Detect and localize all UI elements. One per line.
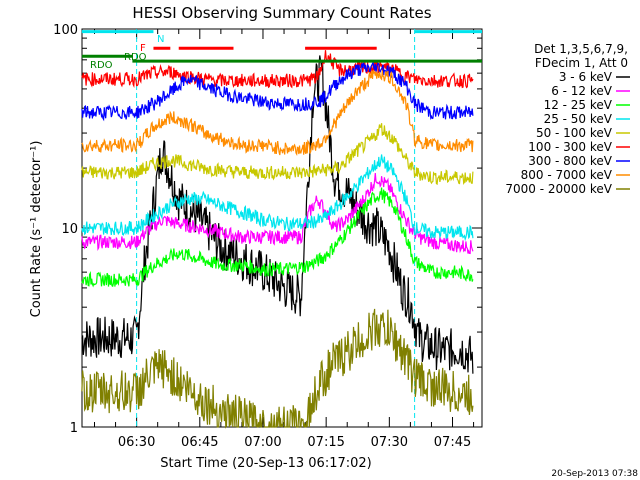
x-tick-label: 07:30 [371, 435, 408, 450]
footer-timestamp: 20-Sep-2013 07:38 [551, 469, 638, 479]
series-line [81, 50, 474, 89]
x-tick-label: 06:30 [118, 435, 155, 450]
series-line [81, 55, 474, 374]
series-line [81, 187, 474, 288]
flag-label: F [140, 43, 146, 54]
x-tick-label: 07:45 [434, 435, 471, 450]
series-line [81, 172, 474, 255]
flag-label: N [157, 34, 164, 45]
legend-label: 25 - 50 keV [544, 112, 613, 126]
flag-label: RDO [90, 60, 113, 71]
legend-label: 6 - 12 keV [551, 84, 613, 98]
legend-header-line-2: FDecim 1, Att 0 [535, 56, 628, 70]
x-tick-label: 06:45 [181, 435, 218, 450]
legend-label: 12 - 25 keV [544, 98, 613, 112]
legend-label: 100 - 300 keV [528, 140, 612, 154]
series-line [81, 308, 474, 429]
legend-label: 3 - 6 keV [559, 70, 613, 84]
series-line [81, 69, 474, 156]
legend-label: 800 - 7000 keV [521, 168, 613, 182]
legend-label: 300 - 800 keV [528, 154, 612, 168]
y-axis-label: Count Rate (s⁻¹ detector⁻¹) [29, 141, 44, 318]
series-line [81, 154, 474, 242]
legend-header-line-1: Det 1,3,5,6,7,9, [534, 42, 628, 56]
legend-label: 50 - 100 keV [536, 126, 613, 140]
y-tick-label: 100 [53, 23, 78, 38]
series-line [81, 60, 474, 122]
y-tick-label: 1 [70, 421, 78, 436]
chart-title: HESSI Observing Summary Count Rates [132, 4, 431, 22]
x-tick-label: 07:15 [307, 435, 344, 450]
x-axis-label: Start Time (20-Sep-13 06:17:02) [160, 456, 371, 471]
flag-label: RDO [124, 52, 147, 63]
y-tick-label: 10 [61, 222, 78, 237]
x-tick-label: 07:00 [244, 435, 281, 450]
plot-area: 1 10 100 06:30 06:45 07:00 07:15 07:30 07:45 RDO R… [53, 23, 483, 450]
legend-label: 7000 - 20000 keV [505, 182, 612, 196]
series-line [81, 123, 474, 186]
